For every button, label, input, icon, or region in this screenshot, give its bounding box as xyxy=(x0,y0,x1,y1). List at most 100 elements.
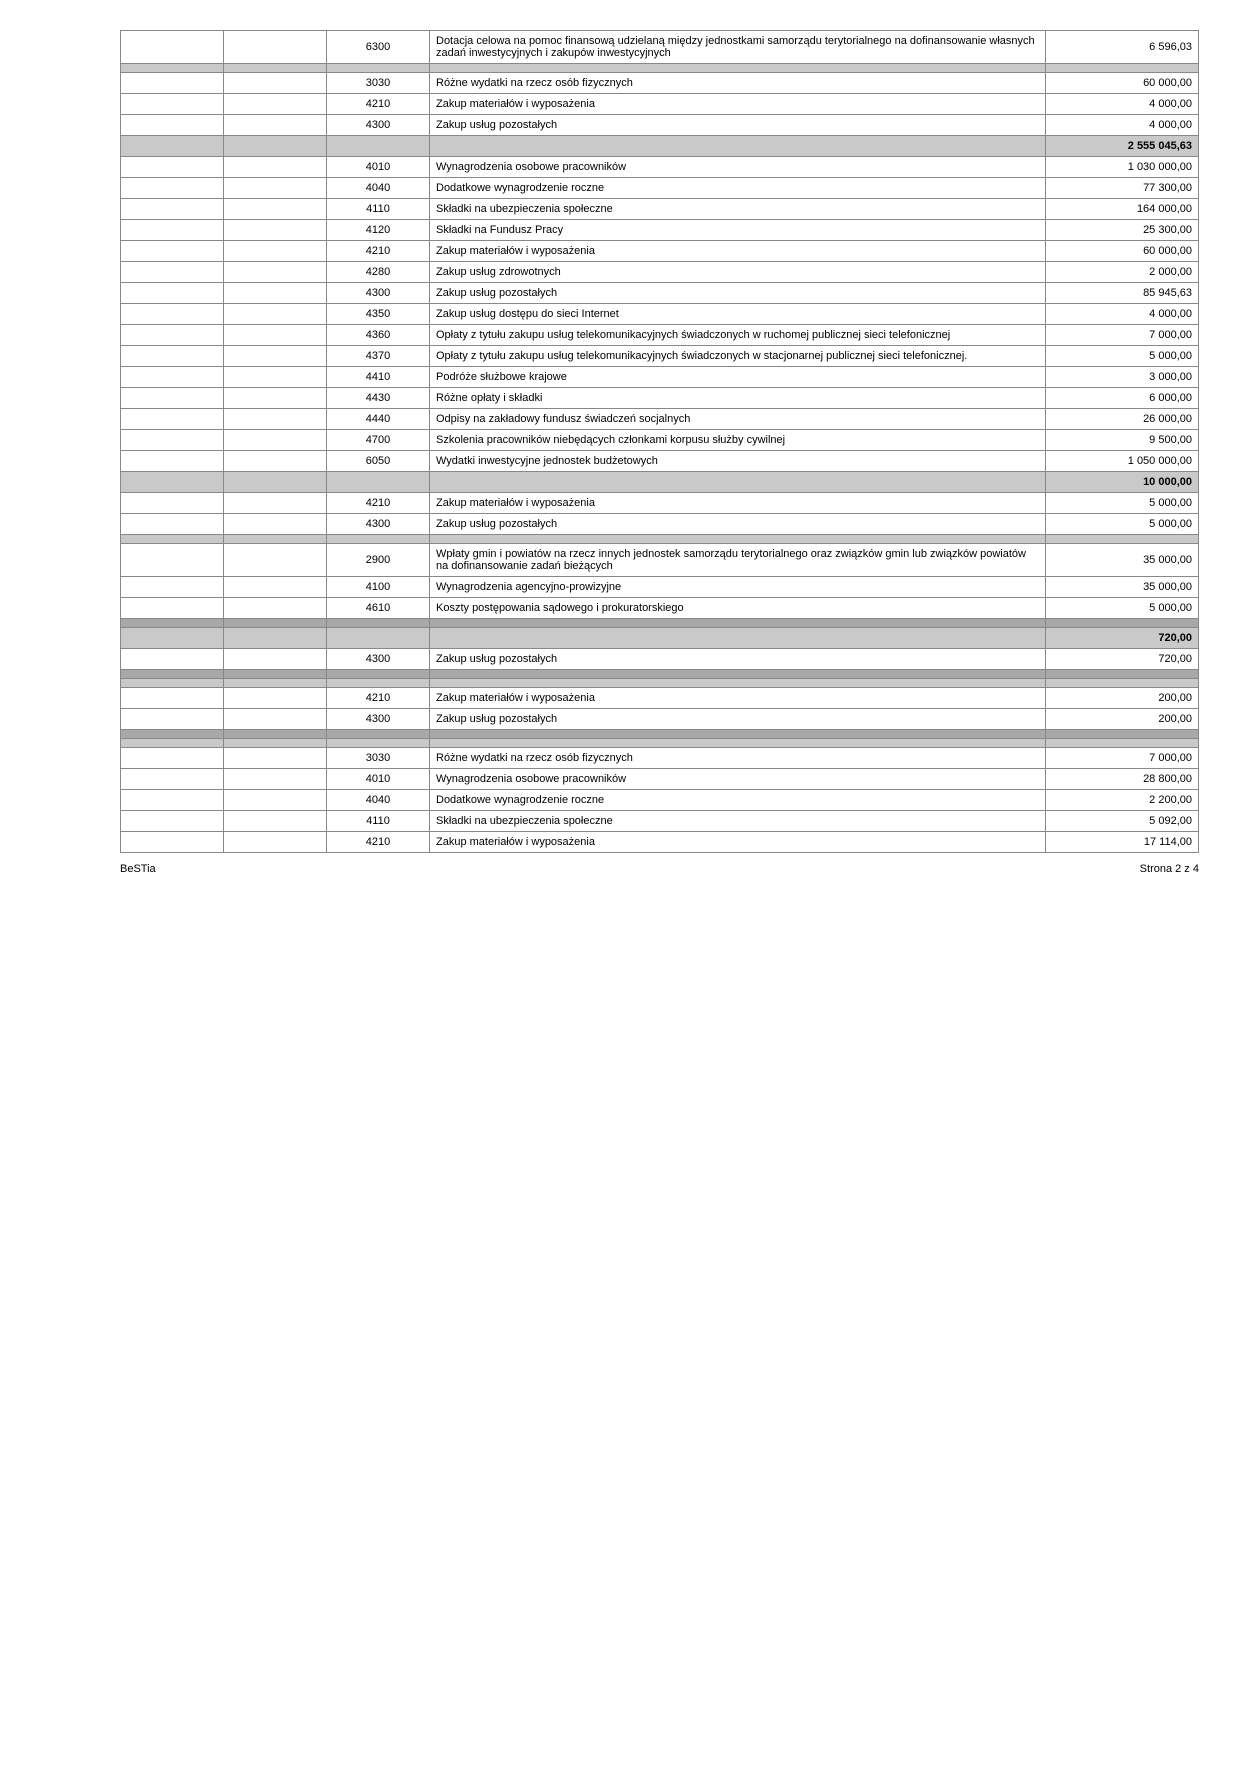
cell-chapter xyxy=(121,115,224,136)
cell-code: 4210 xyxy=(327,94,430,115)
cell-amount: 720,00 xyxy=(1046,628,1199,649)
cell-code: 4350 xyxy=(327,304,430,325)
cell-chapter xyxy=(121,388,224,409)
cell-code: 4410 xyxy=(327,367,430,388)
cell-chapter xyxy=(121,367,224,388)
cell-chapter xyxy=(121,262,224,283)
cell-section xyxy=(224,577,327,598)
cell-chapter xyxy=(121,577,224,598)
table-row xyxy=(121,670,1199,679)
cell-code: 6050 xyxy=(327,451,430,472)
cell-description: Składki na ubezpieczenia społeczne xyxy=(430,199,1046,220)
cell-code: 4210 xyxy=(327,688,430,709)
cell-amount xyxy=(1046,739,1199,748)
cell-code: 4110 xyxy=(327,811,430,832)
table-row: 4010Wynagrodzenia osobowe pracowników28 … xyxy=(121,769,1199,790)
cell-description: Dodatkowe wynagrodzenie roczne xyxy=(430,790,1046,811)
cell-amount: 4 000,00 xyxy=(1046,304,1199,325)
cell-chapter xyxy=(121,241,224,262)
cell-section xyxy=(224,388,327,409)
cell-description: Zakup materiałów i wyposażenia xyxy=(430,94,1046,115)
page-footer: BeSTia Strona 2 z 4 xyxy=(120,853,1199,875)
cell-description xyxy=(430,64,1046,73)
table-row: 6300Dotacja celowa na pomoc finansową ud… xyxy=(121,31,1199,64)
table-row: 4300Zakup usług pozostałych4 000,00 xyxy=(121,115,1199,136)
cell-section xyxy=(224,628,327,649)
cell-description xyxy=(430,679,1046,688)
cell-description: Zakup usług pozostałych xyxy=(430,649,1046,670)
cell-amount: 200,00 xyxy=(1046,709,1199,730)
table-row: 6050Wydatki inwestycyjne jednostek budże… xyxy=(121,451,1199,472)
cell-description: Składki na ubezpieczenia społeczne xyxy=(430,811,1046,832)
table-row: 4210Zakup materiałów i wyposażenia5 000,… xyxy=(121,493,1199,514)
cell-section xyxy=(224,739,327,748)
cell-chapter xyxy=(121,346,224,367)
table-row: 4300Zakup usług pozostałych5 000,00 xyxy=(121,514,1199,535)
cell-code xyxy=(327,628,430,649)
cell-section xyxy=(224,115,327,136)
cell-code: 4210 xyxy=(327,493,430,514)
table-row: 4360Opłaty z tytułu zakupu usług telekom… xyxy=(121,325,1199,346)
budget-table: 6300Dotacja celowa na pomoc finansową ud… xyxy=(120,30,1199,853)
cell-amount: 35 000,00 xyxy=(1046,544,1199,577)
cell-amount: 5 000,00 xyxy=(1046,493,1199,514)
cell-chapter xyxy=(121,769,224,790)
table-row: 4370Opłaty z tytułu zakupu usług telekom… xyxy=(121,346,1199,367)
cell-section xyxy=(224,769,327,790)
cell-section xyxy=(224,241,327,262)
cell-amount: 5 000,00 xyxy=(1046,598,1199,619)
table-row xyxy=(121,739,1199,748)
cell-chapter xyxy=(121,544,224,577)
cell-description: Wynagrodzenia osobowe pracowników xyxy=(430,769,1046,790)
cell-description: Wpłaty gmin i powiatów na rzecz innych j… xyxy=(430,544,1046,577)
cell-section xyxy=(224,262,327,283)
cell-code: 4210 xyxy=(327,832,430,853)
cell-description: Wynagrodzenia agencyjno-prowizyjne xyxy=(430,577,1046,598)
cell-amount: 2 555 045,63 xyxy=(1046,136,1199,157)
cell-amount: 77 300,00 xyxy=(1046,178,1199,199)
cell-description: Składki na Fundusz Pracy xyxy=(430,220,1046,241)
cell-section xyxy=(224,220,327,241)
cell-section xyxy=(224,544,327,577)
cell-amount: 6 596,03 xyxy=(1046,31,1199,64)
table-row: 4120Składki na Fundusz Pracy25 300,00 xyxy=(121,220,1199,241)
cell-section xyxy=(224,283,327,304)
cell-code: 4100 xyxy=(327,577,430,598)
cell-description xyxy=(430,670,1046,679)
cell-amount: 3 000,00 xyxy=(1046,367,1199,388)
cell-amount xyxy=(1046,730,1199,739)
cell-section xyxy=(224,619,327,628)
cell-code xyxy=(327,739,430,748)
cell-section xyxy=(224,514,327,535)
cell-section xyxy=(224,790,327,811)
cell-chapter xyxy=(121,811,224,832)
table-row: 720,00 xyxy=(121,628,1199,649)
cell-description: Wynagrodzenia osobowe pracowników xyxy=(430,157,1046,178)
cell-code: 4040 xyxy=(327,790,430,811)
cell-description: Szkolenia pracowników niebędących członk… xyxy=(430,430,1046,451)
cell-code: 4210 xyxy=(327,241,430,262)
cell-description xyxy=(430,535,1046,544)
cell-amount: 85 945,63 xyxy=(1046,283,1199,304)
cell-section xyxy=(224,94,327,115)
cell-description: Zakup materiałów i wyposażenia xyxy=(430,241,1046,262)
cell-chapter xyxy=(121,409,224,430)
table-row: 4350Zakup usług dostępu do sieci Interne… xyxy=(121,304,1199,325)
cell-amount: 720,00 xyxy=(1046,649,1199,670)
cell-description xyxy=(430,739,1046,748)
cell-code xyxy=(327,472,430,493)
cell-section xyxy=(224,157,327,178)
table-row: 2 555 045,63 xyxy=(121,136,1199,157)
cell-chapter xyxy=(121,136,224,157)
cell-description xyxy=(430,619,1046,628)
cell-section xyxy=(224,136,327,157)
cell-code: 2900 xyxy=(327,544,430,577)
cell-chapter xyxy=(121,598,224,619)
cell-amount: 10 000,00 xyxy=(1046,472,1199,493)
cell-chapter xyxy=(121,430,224,451)
cell-code: 4300 xyxy=(327,649,430,670)
cell-amount xyxy=(1046,670,1199,679)
cell-section xyxy=(224,31,327,64)
cell-amount: 9 500,00 xyxy=(1046,430,1199,451)
cell-chapter xyxy=(121,709,224,730)
